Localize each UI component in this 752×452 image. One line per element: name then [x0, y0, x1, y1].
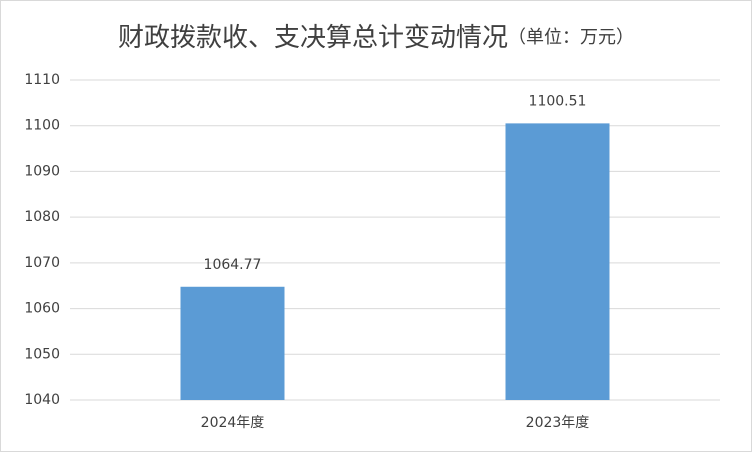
y-tick-label: 1100	[24, 118, 60, 134]
x-tick-label: 2024年度	[201, 415, 265, 431]
bar	[180, 286, 285, 400]
title-main: 财政拨款收、支决算总计变动情况	[118, 23, 508, 53]
y-tick-label: 1110	[24, 72, 60, 88]
y-tick-label: 1070	[24, 255, 60, 271]
y-tick-label: 1050	[24, 346, 60, 362]
chart-title: 财政拨款收、支决算总计变动情况（单位：万元）	[118, 23, 634, 53]
bar	[505, 123, 610, 400]
x-tick-label: 2023年度	[526, 415, 590, 431]
y-tick-label: 1040	[24, 392, 60, 408]
title-unit: （单位：万元）	[508, 27, 634, 48]
y-tick-label: 1080	[24, 209, 60, 225]
data-label: 1064.77	[204, 257, 262, 273]
data-label: 1100.51	[529, 93, 587, 109]
y-tick-label: 1090	[24, 163, 60, 179]
y-tick-label: 1060	[24, 301, 60, 317]
